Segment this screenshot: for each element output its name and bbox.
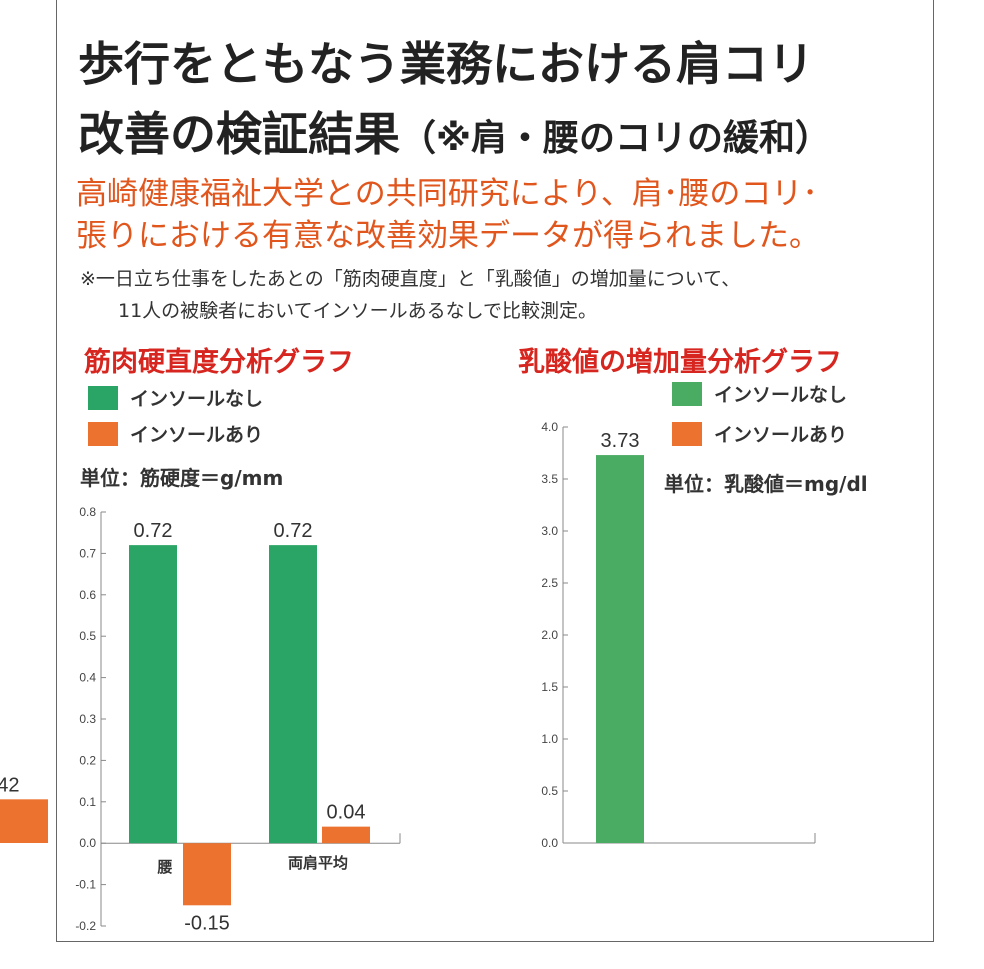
y-tick-label: -0.1 (75, 878, 96, 892)
data-label: 0.72 (274, 520, 313, 542)
data-label: -0.15 (184, 912, 230, 934)
y-tick-label: 3.5 (541, 472, 558, 486)
y-tick-label: 0.7 (79, 546, 96, 560)
legend-swatch-orange (672, 421, 702, 446)
bar-with-insole (0, 799, 48, 843)
left-legend-with: インソールあり (88, 420, 263, 447)
bar-with-insole (183, 843, 231, 906)
legend-label: インソールなし (130, 388, 264, 410)
bar-without-insole (269, 545, 317, 844)
data-label: 0.04 (327, 802, 366, 824)
category-label: 腰 (156, 858, 172, 876)
left-chart-title: 筋肉硬直度分析グラフ (84, 347, 354, 378)
y-tick-label: 3.0 (541, 524, 558, 538)
page-title-line2: 改善の検証結果（※肩・腰のコリの緩和） (78, 98, 831, 164)
bar-without-insole (129, 545, 177, 844)
note-line1: ※一日立ち仕事をしたあとの「筋肉硬直度」と「乳酸値」の増加量について、 (80, 268, 741, 290)
subtitle-line1: 高崎健康福祉大学との共同研究により、肩･腰のコリ･ (76, 176, 818, 212)
y-tick-label: 0.8 (79, 505, 96, 519)
data-label: 0.72 (134, 520, 173, 542)
y-tick-label: 0.3 (79, 712, 96, 726)
legend-label: インソールあり (714, 424, 848, 446)
y-tick-label: 0.6 (79, 588, 96, 602)
y-tick-label: 0.5 (79, 629, 96, 643)
subtitle-line2: 張りにおける有意な改善効果データが得られました。 (76, 218, 820, 254)
y-tick-label: 0.5 (541, 784, 558, 798)
legend-label: インソールなし (714, 384, 848, 406)
title-main: 改善の検証結果 (78, 107, 400, 161)
left-unit-label: 単位：筋硬度＝g/mm (80, 466, 284, 490)
y-tick-label: -0.2 (75, 919, 96, 933)
title-paren: （※肩・腰のコリの緩和） (400, 118, 831, 159)
right-unit-label: 単位：乳酸値＝mg/dl (664, 472, 868, 496)
y-tick-label: 0.1 (79, 795, 96, 809)
y-tick-label: 4.0 (541, 420, 558, 434)
legend-swatch-green (88, 385, 118, 410)
y-tick-label: 1.5 (541, 680, 558, 694)
data-label: 0.42 (0, 774, 19, 796)
bar-with-insole (322, 826, 370, 844)
page-title-line1: 歩行をともなう業務における肩コリ (78, 37, 814, 91)
right-legend-with: インソールあり (672, 420, 847, 447)
y-tick-label: 2.0 (541, 628, 558, 642)
category-label: 両肩平均 (288, 854, 348, 872)
legend-swatch-green (672, 381, 702, 406)
bar-without-insole (596, 455, 644, 843)
note-line2: 11人の被験者においてインソールあるなしで比較測定。 (118, 300, 598, 322)
legend-label: インソールあり (130, 424, 264, 446)
y-tick-label: 0.0 (79, 836, 96, 850)
left-legend-without: インソールなし (88, 384, 263, 411)
data-label: 3.73 (601, 430, 640, 452)
poster-frame (56, 0, 934, 942)
right-chart-title: 乳酸値の増加量分析グラフ (518, 347, 842, 378)
y-tick-label: 0.2 (79, 753, 96, 767)
y-tick-label: 2.5 (541, 576, 558, 590)
right-legend-without: インソールなし (672, 380, 847, 407)
y-tick-label: 1.0 (541, 732, 558, 746)
y-tick-label: 0.4 (79, 671, 96, 685)
legend-swatch-orange (88, 421, 118, 446)
y-tick-label: 0.0 (541, 836, 558, 850)
